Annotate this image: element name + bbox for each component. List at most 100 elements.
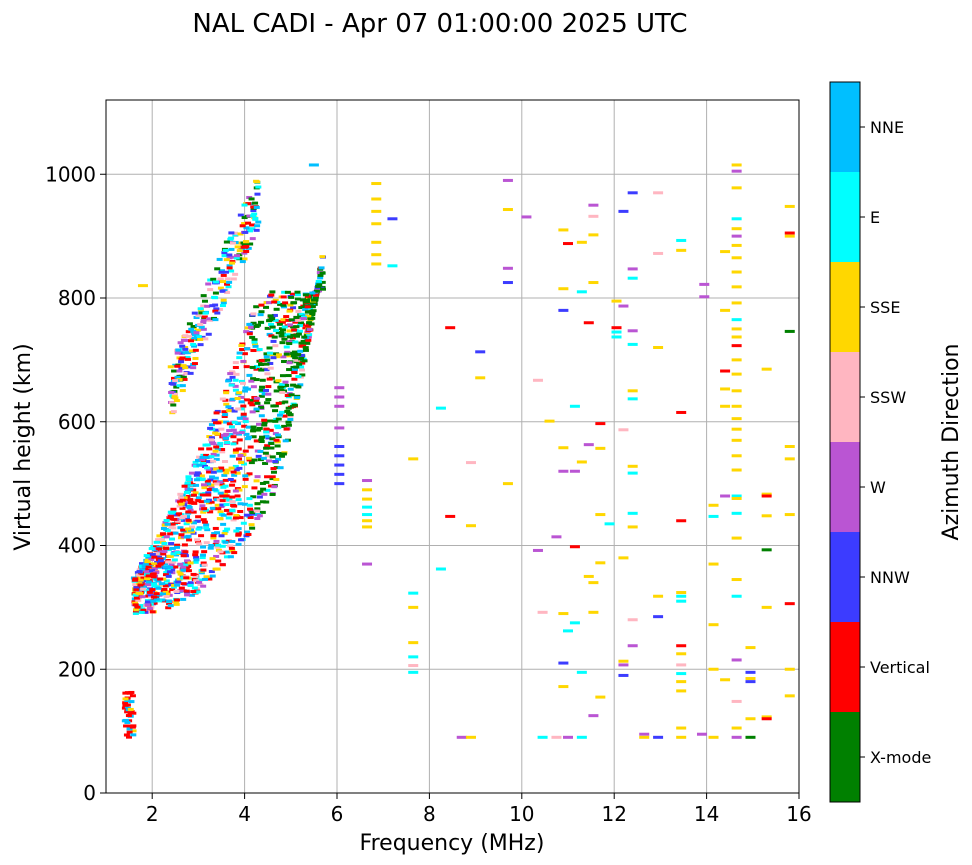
colorbar-tick-label: SSE (870, 298, 900, 317)
echo-mark (126, 691, 133, 695)
echo-mark (210, 534, 217, 538)
echo-mark (293, 365, 300, 369)
echo-point (588, 581, 599, 585)
echo-point (551, 735, 562, 739)
echo-mark (122, 697, 129, 701)
echo-mark (312, 296, 319, 300)
echo-mark (240, 414, 247, 418)
echo-mark (169, 588, 176, 592)
echo-point (676, 652, 687, 656)
echo-mark (259, 510, 266, 514)
echo-mark (156, 599, 163, 603)
echo-mark (263, 500, 270, 504)
echo-mark (201, 486, 208, 490)
echo-mark (250, 214, 257, 218)
echo-mark (250, 429, 257, 433)
echo-mark (190, 572, 197, 576)
echo-mark (178, 533, 185, 537)
echo-mark (233, 372, 240, 376)
echo-mark (136, 576, 143, 580)
echo-mark (243, 432, 250, 436)
echo-mark (190, 330, 197, 334)
echo-mark (159, 598, 166, 602)
echo-mark (263, 427, 270, 431)
echo-mark (217, 444, 224, 448)
echo-mark (254, 224, 261, 228)
echo-mark (185, 504, 192, 508)
echo-mark (159, 582, 166, 586)
echo-point (611, 326, 622, 330)
echo-mark (187, 581, 194, 585)
echo-mark (233, 529, 240, 533)
echo-mark (258, 405, 265, 409)
echo-mark (181, 484, 188, 488)
echo-mark (193, 579, 200, 583)
echo-point (618, 209, 629, 213)
echo-mark (213, 307, 220, 311)
echo-point (435, 567, 446, 571)
echo-mark (283, 315, 290, 319)
echo-point (576, 290, 587, 294)
colorbar-tick-label: NNE (870, 118, 904, 137)
echo-point (627, 511, 638, 515)
echo-mark (169, 537, 176, 541)
echo-mark (169, 546, 176, 550)
echo-mark (294, 396, 301, 400)
echo-point (676, 594, 687, 598)
echo-mark (223, 420, 230, 424)
echo-mark (188, 471, 195, 475)
echo-point (731, 404, 742, 408)
echo-mark (227, 407, 234, 411)
echo-mark (279, 332, 286, 336)
echo-mark (203, 523, 210, 527)
echo-point (676, 663, 687, 667)
echo-point (784, 602, 795, 606)
echo-mark (262, 461, 269, 465)
echo-mark (210, 470, 217, 474)
x-tick-label: 10 (509, 802, 534, 826)
echo-mark (248, 509, 255, 513)
echo-mark (187, 561, 194, 565)
echo-point (731, 735, 742, 739)
echo-mark (275, 426, 282, 430)
echo-mark (230, 442, 237, 446)
echo-point (731, 594, 742, 598)
echo-mark (263, 368, 270, 372)
echo-mark (168, 562, 175, 566)
echo-mark (230, 503, 237, 507)
echo-point (569, 621, 580, 625)
echo-mark (177, 492, 184, 496)
echo-mark (295, 309, 302, 313)
echo-mark (301, 359, 308, 363)
echo-mark (246, 456, 253, 460)
echo-point (558, 287, 569, 291)
echo-mark (235, 532, 242, 536)
echo-mark (209, 557, 216, 561)
echo-mark (254, 192, 261, 196)
echo-mark (155, 538, 162, 542)
echo-point (627, 525, 638, 529)
echo-mark (254, 364, 261, 368)
echo-point (731, 270, 742, 274)
echo-mark (198, 325, 205, 329)
echo-mark (297, 383, 304, 387)
echo-mark (286, 361, 293, 365)
echo-mark (125, 735, 132, 739)
echo-point (731, 318, 742, 322)
echo-mark (237, 516, 244, 520)
echo-mark (251, 212, 258, 216)
echo-mark (132, 583, 139, 587)
echo-mark (246, 322, 253, 326)
echo-mark (146, 590, 153, 594)
echo-mark (174, 545, 181, 549)
echo-mark (160, 526, 167, 530)
echo-point (708, 623, 719, 627)
echo-mark (237, 453, 244, 457)
echo-mark (212, 291, 219, 295)
echo-mark (219, 494, 226, 498)
echo-mark (261, 420, 268, 424)
echo-mark (264, 326, 271, 330)
echo-point (731, 169, 742, 173)
echo-mark (188, 339, 195, 343)
echo-mark (237, 502, 244, 506)
